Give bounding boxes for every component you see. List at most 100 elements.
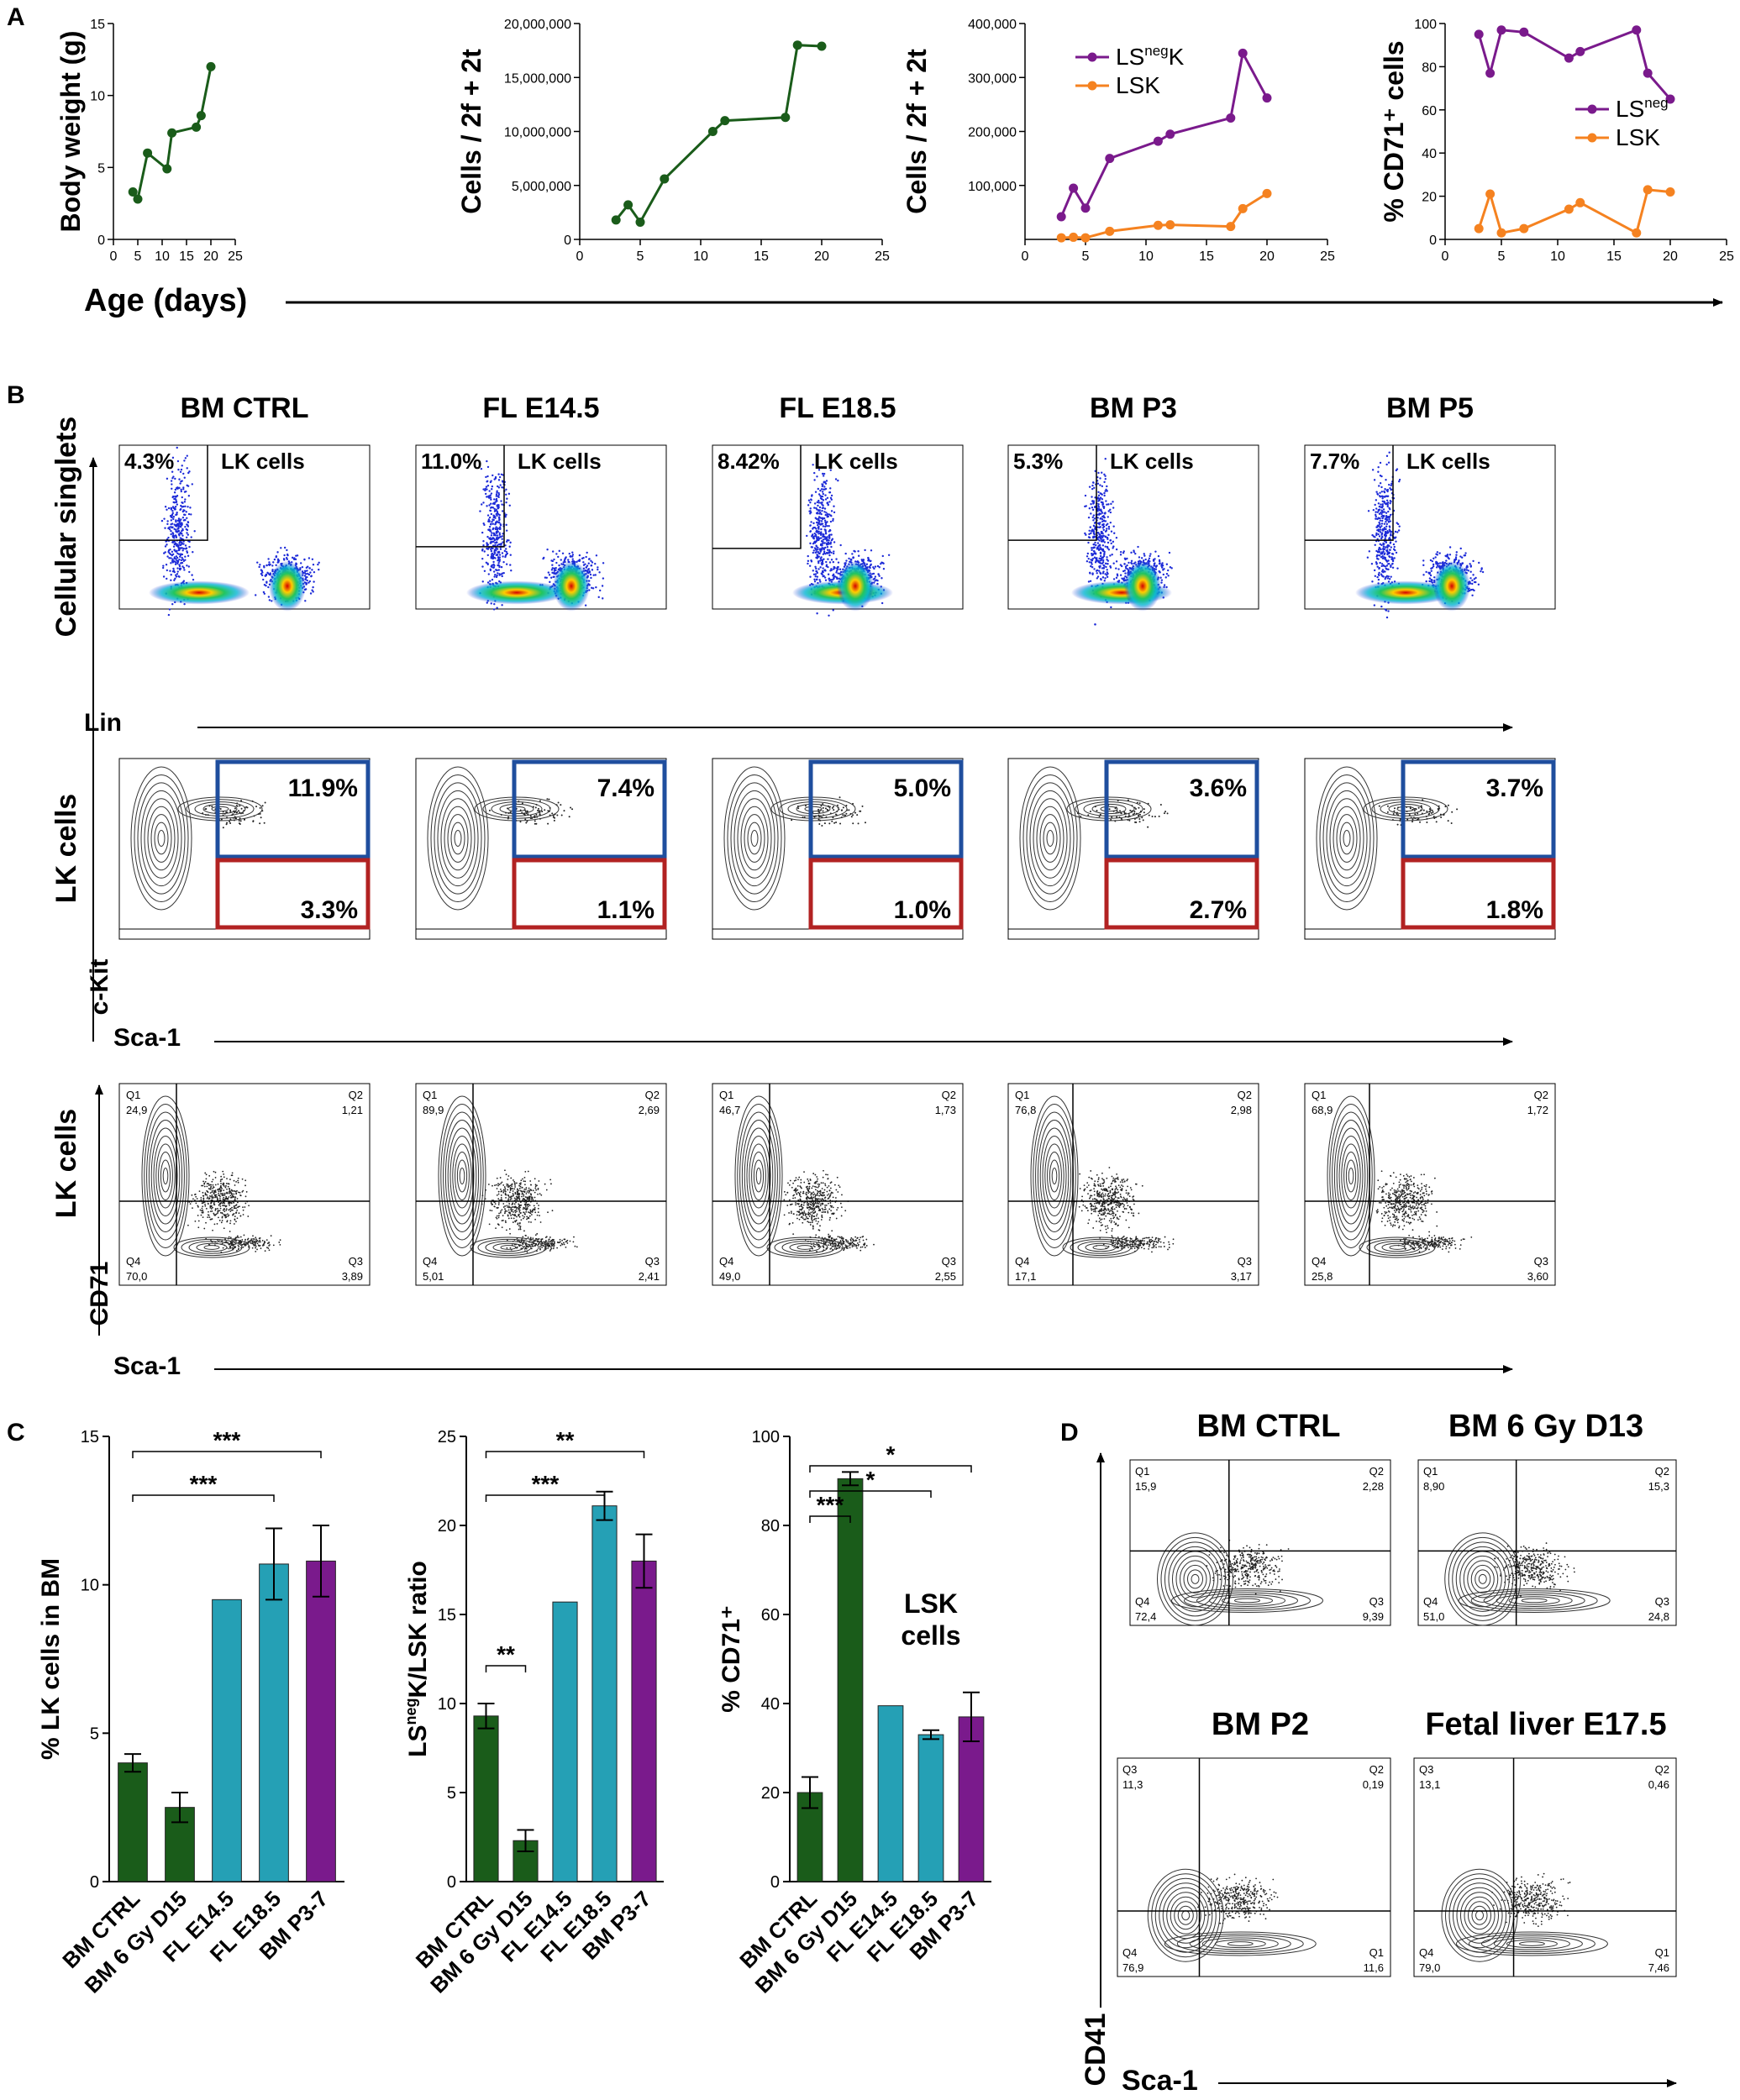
event-dot: [171, 554, 174, 557]
event-dot: [1395, 551, 1398, 554]
event-dot: [177, 517, 181, 520]
event-dot: [807, 499, 811, 501]
data-point: [1474, 223, 1484, 234]
event-dot: [1381, 514, 1384, 517]
event-dot: [1104, 512, 1107, 514]
event-dot: [181, 496, 183, 499]
event-dot: [1097, 506, 1101, 508]
event-dot: [171, 456, 175, 459]
event-dot: [823, 822, 826, 825]
event-dot: [489, 509, 492, 512]
event-dot: [1395, 540, 1397, 543]
event-dot: [1386, 545, 1389, 548]
event-dot: [1380, 503, 1382, 506]
data-point: [1575, 46, 1585, 56]
event-dot: [1102, 519, 1106, 522]
data-point: [1226, 222, 1236, 232]
event-dot: [236, 1235, 239, 1237]
event-dot: [1092, 532, 1096, 535]
event-dot: [837, 572, 839, 575]
event-dot: [176, 570, 179, 573]
event-dot: [1385, 525, 1388, 528]
event-dot: [211, 1180, 213, 1183]
event-dot: [169, 570, 171, 572]
event-dot: [1160, 566, 1164, 569]
event-dot: [1112, 545, 1115, 548]
event-dot: [252, 1235, 254, 1237]
event-dot: [509, 564, 512, 566]
event-dot: [1426, 822, 1428, 824]
event-dot: [1162, 569, 1164, 571]
event-dot: [229, 1194, 232, 1197]
event-dot: [168, 557, 171, 559]
event-dot: [1375, 526, 1378, 528]
event-dot: [817, 546, 819, 549]
event-dot: [1375, 517, 1378, 520]
x-tick-label: 5: [134, 249, 142, 264]
event-dot: [493, 533, 496, 535]
event-dot: [1112, 525, 1115, 528]
event-dot: [495, 521, 497, 524]
event-dot: [828, 501, 831, 503]
data-point: [1262, 188, 1272, 198]
event-dot: [1378, 554, 1381, 557]
event-dot: [887, 554, 891, 556]
event-dot: [1124, 565, 1128, 568]
event-dot: [1386, 577, 1390, 580]
event-dot: [497, 485, 499, 488]
event-dot: [817, 525, 820, 528]
event-dot: [252, 1238, 255, 1240]
event-dot: [492, 547, 494, 550]
event-dot: [836, 804, 838, 806]
event-dot: [1377, 578, 1380, 581]
event-dot: [825, 539, 828, 542]
event-dot: [1148, 557, 1151, 559]
legend-marker: [1587, 133, 1597, 143]
event-dot: [266, 1247, 268, 1249]
event-dot: [170, 530, 172, 533]
event-dot: [174, 574, 177, 576]
event-dot: [229, 820, 231, 822]
event-dot: [832, 517, 834, 521]
event-dot: [571, 808, 574, 811]
event-dot: [312, 564, 315, 566]
event-dot: [816, 539, 818, 542]
event-dot: [217, 1210, 219, 1211]
event-dot: [1371, 580, 1374, 583]
event-dot: [1099, 496, 1102, 499]
event-dot: [809, 524, 812, 527]
data-point: [1485, 68, 1496, 78]
event-dot: [174, 577, 176, 580]
event-dot: [1101, 559, 1103, 561]
event-dot: [318, 568, 320, 571]
event-dot: [1464, 552, 1467, 554]
event-dot: [1475, 580, 1477, 584]
event-dot: [214, 1214, 217, 1216]
event-dot: [809, 575, 812, 578]
event-dot: [844, 814, 846, 816]
event-dot: [214, 1209, 217, 1211]
event-dot: [492, 608, 496, 611]
event-dot: [1379, 528, 1382, 531]
event-dot: [1456, 808, 1459, 811]
event-dot: [1383, 522, 1386, 525]
event-dot: [1088, 561, 1091, 564]
event-dot: [1112, 501, 1114, 503]
event-dot: [1465, 565, 1469, 569]
event-dot: [1378, 485, 1380, 487]
event-dot: [499, 548, 502, 551]
event-dot: [182, 543, 185, 545]
event-dot: [815, 570, 818, 573]
event-dot: [236, 811, 239, 813]
density-hotspot: [1124, 560, 1161, 612]
event-dot: [500, 543, 503, 545]
event-dot: [312, 591, 314, 593]
event-dot: [257, 1244, 260, 1247]
event-dot: [239, 1191, 241, 1194]
x-tick-label: 25: [875, 249, 890, 264]
event-dot: [252, 820, 255, 822]
event-dot: [490, 565, 493, 568]
event-dot: [833, 505, 835, 507]
event-dot: [558, 549, 560, 553]
